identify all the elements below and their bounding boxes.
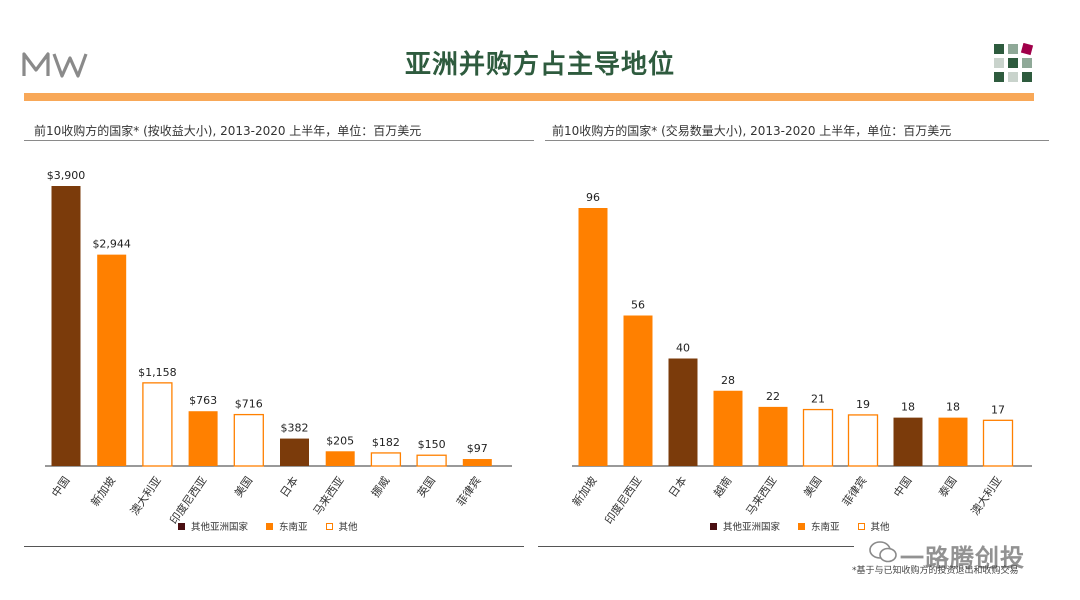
bar [142,382,173,467]
left-bar-chart: $3,900中国$2,944新加坡$1,158澳大利亚$763印度尼西亚$716… [45,169,512,527]
category-label: 泰国 [935,474,959,500]
bar [802,408,834,467]
legend-item-other: 其他 [325,519,358,533]
data-label: $150 [418,438,446,451]
data-label: 18 [901,401,915,414]
bar [370,452,402,467]
right-title-rule [545,140,1049,141]
left-chart-title: 前10收购方的国家* (按收益大小), 2013-2020 上半年，单位：百万美… [34,124,422,138]
data-label: $716 [235,398,263,411]
data-label: $3,900 [47,169,86,182]
category-label: 菲律宾 [839,474,869,509]
legend-swatch [710,522,717,530]
data-label: 40 [676,342,690,355]
data-label: 18 [946,401,960,414]
footnote: *基于与已知收购方的投资退出和收购交易 [852,566,1019,576]
legend-swatch [325,522,333,530]
legend-item-other: 其他 [857,519,890,533]
legend-swatch [798,522,806,530]
bar [462,459,492,466]
bar [938,417,968,466]
bar [668,358,698,466]
data-label: 96 [586,191,600,204]
watermark-text: 一路腾创投 [900,544,1025,572]
category-label: 印度尼西亚 [601,474,644,527]
bar [325,451,355,466]
left-bottom-rule [24,546,524,547]
bar [97,254,127,466]
data-label: $2,944 [92,238,131,251]
legend-label: 东南亚 [279,522,308,533]
bar [188,411,218,466]
category-label: 越南 [710,474,734,500]
mw-logo [22,52,88,78]
bar [893,417,923,466]
category-label: 马来西亚 [744,474,780,517]
legend-label: 其他 [870,522,890,533]
data-label: 22 [766,390,780,403]
legend-item-southeast-asia: 东南亚 [798,519,840,533]
data-label: $382 [281,422,309,435]
legend-item-other-asia: 其他亚洲国家 [710,519,780,533]
bar [578,208,608,466]
legend-swatch [857,522,865,530]
header-divider [24,93,1034,101]
page-title: 亚洲并购方占主导地位 [404,50,675,80]
data-label: 28 [721,374,735,387]
category-label: 日本 [665,474,689,500]
data-label: $205 [326,434,354,447]
bar [416,454,447,467]
right-bottom-rule [538,546,854,547]
category-label: 澳大利亚 [968,474,1005,518]
legend-label: 其他 [338,522,358,533]
right-chart-title: 前10收购方的国家* (交易数量大小), 2013-2020 上半年，单位：百万… [552,124,952,138]
data-label: 17 [991,403,1005,416]
data-label: $97 [467,442,488,455]
bar [623,315,653,466]
right-bar-chart: 96 新加坡 56 印度尼西亚 40 日本 28 越南 22 马来西亚 21 美国 19 菲律宾 18 中国 1… [569,191,1032,527]
category-label: 中国 [891,474,914,499]
left-title-rule [24,140,534,141]
data-label: 19 [856,398,870,411]
brand-grid-icon [994,43,1034,82]
bar [758,406,788,466]
legend-item-southeast-asia: 东南亚 [266,519,308,533]
data-label: 56 [631,299,645,312]
right-legend: 其他亚洲国家 东南亚 其他 [710,519,890,533]
data-label: $763 [189,394,217,407]
category-label: 美国 [801,474,824,499]
data-label: $182 [372,436,400,449]
bar [51,186,81,466]
bar [713,390,743,466]
legend-swatch [178,522,185,530]
data-label: $1,158 [138,366,177,379]
bar [847,414,879,467]
category-label: 新加坡 [569,474,599,509]
wechat-icon [869,541,897,563]
legend-item-other-asia: 其他亚洲国家 [178,519,248,533]
legend-label: 其他亚洲国家 [723,522,781,533]
bar [280,438,309,466]
legend-label: 东南亚 [811,522,840,533]
bar [233,413,264,467]
bar [982,419,1014,467]
legend-label: 其他亚洲国家 [191,522,249,533]
legend-swatch [266,522,274,530]
data-label: 21 [811,393,825,406]
left-legend: 其他亚洲国家 东南亚 其他 [178,519,358,533]
